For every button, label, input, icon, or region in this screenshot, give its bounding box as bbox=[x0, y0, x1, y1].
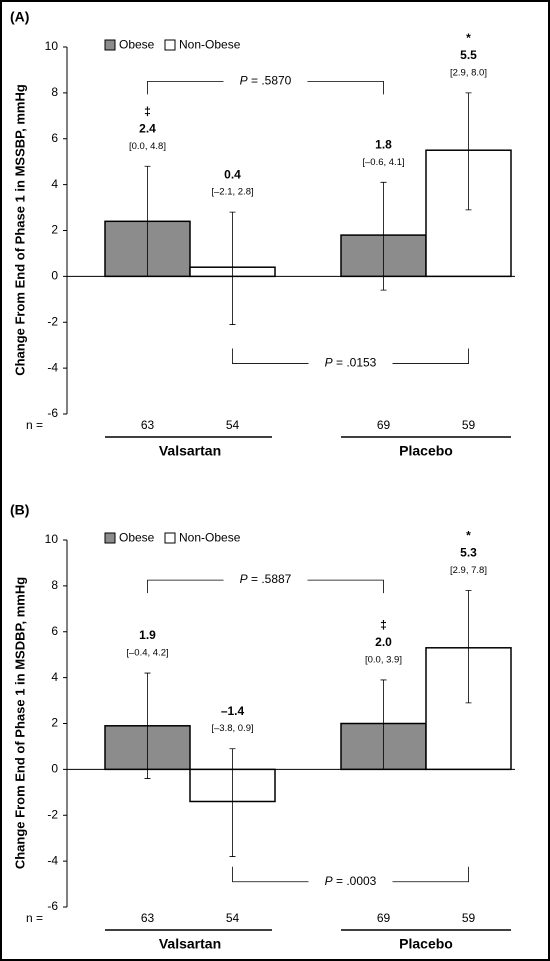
n-label: n = bbox=[26, 418, 43, 432]
y-tick-label: -6 bbox=[47, 899, 58, 913]
y-tick-label: -4 bbox=[47, 853, 58, 867]
legend-swatch bbox=[104, 39, 116, 51]
y-tick-label: -4 bbox=[47, 360, 58, 374]
p-symbol: P bbox=[240, 572, 248, 586]
y-tick-label: 0 bbox=[51, 269, 58, 283]
n-value: 63 bbox=[141, 911, 155, 925]
p-symbol: P bbox=[240, 74, 248, 88]
y-tick-label: 2 bbox=[51, 716, 58, 730]
y-tick-label: -2 bbox=[47, 314, 58, 328]
comparison-label: P = .0003 bbox=[325, 874, 377, 888]
group-label: Valsartan bbox=[159, 443, 221, 459]
legend-swatch bbox=[164, 532, 176, 544]
value-label: 2.4 bbox=[139, 121, 156, 135]
y-tick-label: 6 bbox=[51, 624, 58, 638]
panel-label: (A) bbox=[10, 9, 29, 25]
ci-label: [–2.1, 2.8] bbox=[211, 187, 253, 198]
comparison-label: P = .0153 bbox=[325, 356, 377, 370]
value-label: 0.4 bbox=[224, 167, 241, 181]
y-tick-label: 0 bbox=[51, 762, 58, 776]
y-tick-label: 10 bbox=[45, 39, 59, 53]
p-symbol: P bbox=[325, 356, 333, 370]
significance-symbol: ‡ bbox=[144, 104, 151, 118]
y-tick-label: 10 bbox=[45, 532, 59, 546]
ci-label: [–0.6, 4.1] bbox=[362, 157, 404, 168]
ci-label: [0.0, 4.8] bbox=[129, 141, 166, 152]
n-value: 54 bbox=[226, 911, 240, 925]
error-bar bbox=[144, 672, 151, 779]
significance-symbol: ‡ bbox=[380, 618, 387, 632]
error-bar bbox=[229, 211, 236, 325]
significance-symbol: * bbox=[466, 31, 471, 45]
comparison-bracket bbox=[147, 81, 384, 95]
p-value: = .5870 bbox=[248, 74, 292, 88]
y-tick-label: 4 bbox=[51, 177, 58, 191]
legend-label: Non-Obese bbox=[179, 531, 241, 545]
comparison-label: P = .5887 bbox=[240, 572, 292, 586]
comparison-bracket bbox=[147, 579, 384, 594]
p-symbol: P bbox=[325, 874, 333, 888]
y-axis-label: Change From End of Phase 1 in MSSBP, mmH… bbox=[12, 84, 27, 376]
y-tick-label: 6 bbox=[51, 131, 58, 145]
legend-swatch bbox=[104, 532, 116, 544]
value-label: 1.9 bbox=[139, 628, 156, 642]
value-label: 5.3 bbox=[460, 546, 477, 560]
n-value: 54 bbox=[226, 418, 240, 432]
legend-label: Obese bbox=[119, 531, 155, 545]
value-label: 1.8 bbox=[375, 138, 392, 152]
value-label: 5.5 bbox=[460, 48, 477, 62]
group-label: Valsartan bbox=[159, 936, 221, 952]
p-value: = .5887 bbox=[248, 572, 292, 586]
legend-label: Non-Obese bbox=[179, 38, 241, 52]
ci-label: [–0.4, 4.2] bbox=[126, 648, 168, 659]
n-label: n = bbox=[26, 911, 43, 925]
error-bar bbox=[229, 748, 236, 857]
comparison-bracket bbox=[232, 348, 469, 364]
y-tick-label: 4 bbox=[51, 670, 58, 684]
comparison-label: P = .5870 bbox=[240, 74, 292, 88]
legend-swatch bbox=[164, 39, 176, 51]
y-tick-label: -2 bbox=[47, 807, 58, 821]
group-label: Placebo bbox=[399, 443, 453, 459]
comparison-bracket bbox=[232, 866, 469, 883]
p-value: = .0003 bbox=[333, 874, 377, 888]
ci-label: [0.0, 3.9] bbox=[365, 654, 402, 665]
n-value: 63 bbox=[141, 418, 155, 432]
legend-label: Obese bbox=[119, 38, 155, 52]
panel-label: (B) bbox=[10, 502, 29, 518]
ci-label: [2.9, 8.0] bbox=[450, 67, 487, 78]
group-label: Placebo bbox=[399, 936, 453, 952]
error-bar bbox=[465, 92, 472, 211]
y-tick-label: -6 bbox=[47, 406, 58, 420]
significance-symbol: * bbox=[466, 529, 471, 543]
y-tick-label: 8 bbox=[51, 85, 58, 99]
p-value: = .0153 bbox=[333, 356, 377, 370]
n-value: 59 bbox=[462, 911, 476, 925]
n-value: 59 bbox=[462, 418, 476, 432]
y-axis-label: Change From End of Phase 1 in MSDBP, mmH… bbox=[12, 577, 27, 869]
error-bar bbox=[465, 590, 472, 704]
value-label: –1.4 bbox=[221, 704, 245, 718]
y-tick-label: 2 bbox=[51, 223, 58, 237]
error-bar bbox=[380, 181, 387, 291]
n-value: 69 bbox=[377, 911, 391, 925]
n-value: 69 bbox=[377, 418, 391, 432]
y-tick-label: 8 bbox=[51, 578, 58, 592]
value-label: 2.0 bbox=[375, 635, 392, 649]
ci-label: [2.9, 7.8] bbox=[450, 565, 487, 576]
ci-label: [–3.8, 0.9] bbox=[211, 723, 253, 734]
